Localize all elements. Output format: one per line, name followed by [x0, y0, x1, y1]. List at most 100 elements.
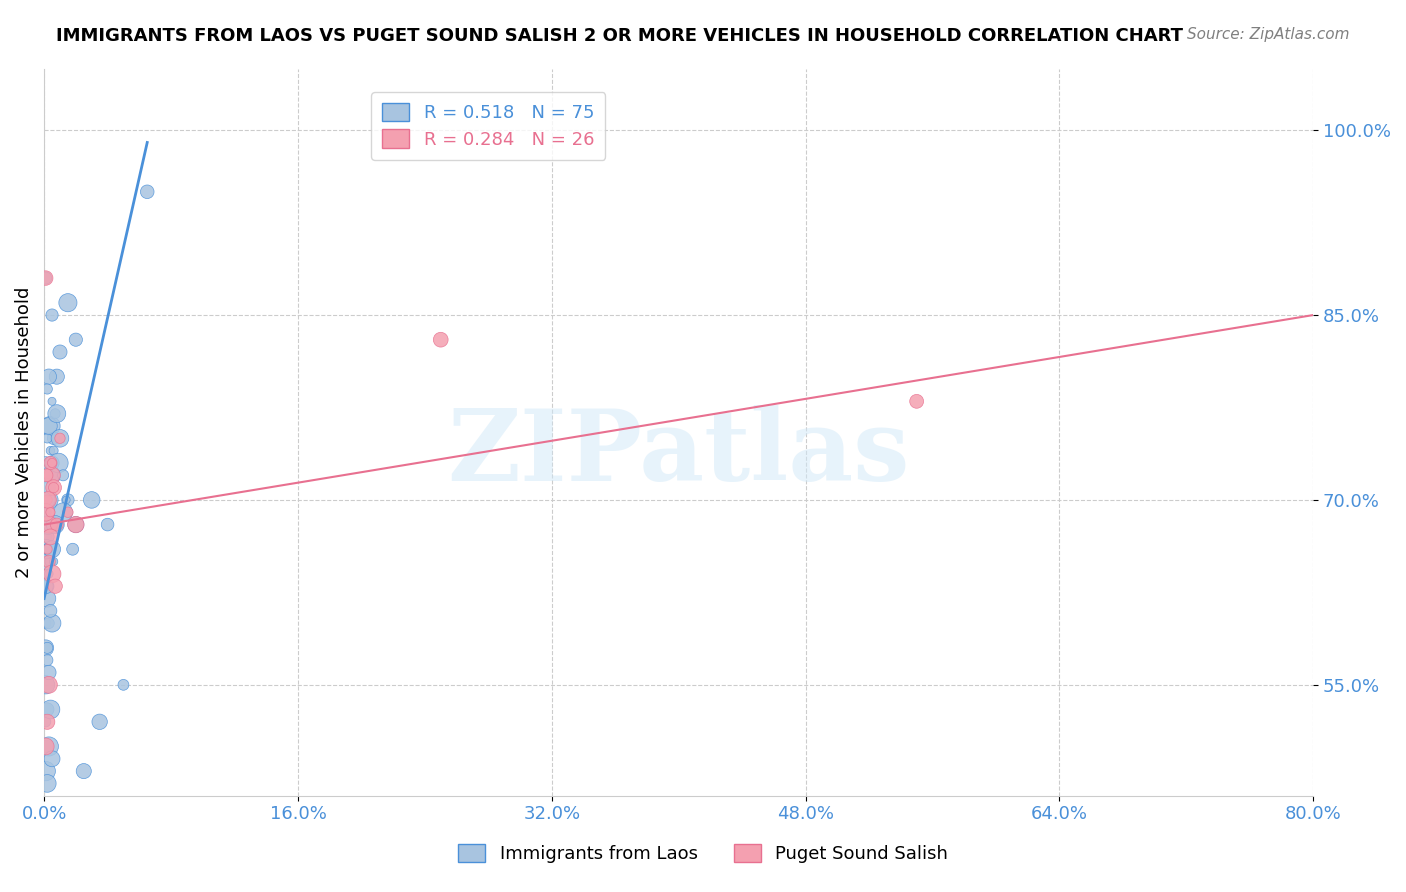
Point	[35, 640, 58, 655]
Point	[49, 345, 72, 359]
Point	[44, 517, 66, 532]
Point	[42, 443, 65, 458]
Point	[38, 739, 60, 754]
Point	[52, 468, 75, 483]
Point	[35, 566, 58, 581]
Point	[112, 678, 135, 692]
Point	[41, 456, 63, 470]
Point	[37, 702, 59, 716]
Point	[136, 185, 159, 199]
Point	[56, 492, 79, 507]
Point	[80, 492, 103, 507]
Point	[39, 555, 62, 569]
Point	[39, 530, 62, 544]
Legend: R = 0.518   N = 75, R = 0.284   N = 26: R = 0.518 N = 75, R = 0.284 N = 26	[371, 92, 605, 160]
Point	[35, 530, 58, 544]
Point	[65, 333, 87, 347]
Point	[56, 295, 79, 310]
Point	[38, 468, 60, 483]
Point	[41, 394, 63, 409]
Point	[35, 505, 58, 519]
Point	[35, 739, 58, 754]
Point	[38, 678, 60, 692]
Point	[39, 456, 62, 470]
Point	[38, 555, 60, 569]
Point	[39, 702, 62, 716]
Point	[39, 443, 62, 458]
Point	[41, 542, 63, 557]
Point	[35, 456, 58, 470]
Point	[39, 505, 62, 519]
Point	[38, 517, 60, 532]
Point	[42, 555, 65, 569]
Point	[39, 604, 62, 618]
Point	[45, 369, 67, 384]
Point	[41, 566, 63, 581]
Point	[45, 407, 67, 421]
Point	[35, 271, 58, 285]
Point	[37, 542, 59, 557]
Point	[56, 505, 79, 519]
Y-axis label: 2 or more Vehicles in Household: 2 or more Vehicles in Household	[15, 286, 32, 578]
Point	[44, 407, 66, 421]
Point	[35, 764, 58, 778]
Text: ZIPatlas: ZIPatlas	[447, 406, 910, 502]
Point	[35, 678, 58, 692]
Point	[37, 542, 59, 557]
Point	[35, 579, 58, 593]
Point	[37, 653, 59, 667]
Point	[45, 517, 67, 532]
Point	[52, 505, 75, 519]
Point	[38, 369, 60, 384]
Point	[41, 468, 63, 483]
Point	[37, 382, 59, 396]
Point	[38, 530, 60, 544]
Point	[37, 492, 59, 507]
Point	[41, 456, 63, 470]
Point	[41, 468, 63, 483]
Point	[905, 394, 928, 409]
Point	[55, 492, 77, 507]
Point	[48, 456, 70, 470]
Point	[35, 468, 58, 483]
Point	[39, 468, 62, 483]
Point	[38, 517, 60, 532]
Point	[37, 492, 59, 507]
Point	[35, 505, 58, 519]
Point	[41, 308, 63, 322]
Text: IMMIGRANTS FROM LAOS VS PUGET SOUND SALISH 2 OR MORE VEHICLES IN HOUSEHOLD CORRE: IMMIGRANTS FROM LAOS VS PUGET SOUND SALI…	[56, 27, 1184, 45]
Text: Source: ZipAtlas.com: Source: ZipAtlas.com	[1187, 27, 1350, 42]
Point	[39, 419, 62, 434]
Point	[49, 431, 72, 445]
Point	[65, 517, 87, 532]
Point	[37, 640, 59, 655]
Point	[49, 431, 72, 445]
Point	[37, 566, 59, 581]
Point	[42, 481, 65, 495]
Point	[37, 591, 59, 606]
Point	[38, 419, 60, 434]
Point	[35, 555, 58, 569]
Legend: Immigrants from Laos, Puget Sound Salish: Immigrants from Laos, Puget Sound Salish	[447, 833, 959, 874]
Point	[41, 752, 63, 766]
Point	[35, 481, 58, 495]
Point	[37, 714, 59, 729]
Point	[35, 271, 58, 285]
Point	[65, 517, 87, 532]
Point	[41, 616, 63, 631]
Point	[37, 776, 59, 790]
Point	[37, 517, 59, 532]
Point	[89, 714, 111, 729]
Point	[42, 431, 65, 445]
Point	[35, 714, 58, 729]
Point	[38, 566, 60, 581]
Point	[37, 492, 59, 507]
Point	[39, 517, 62, 532]
Point	[37, 579, 59, 593]
Point	[429, 333, 451, 347]
Point	[62, 542, 84, 557]
Point	[38, 492, 60, 507]
Point	[38, 665, 60, 680]
Point	[35, 616, 58, 631]
Point	[37, 431, 59, 445]
